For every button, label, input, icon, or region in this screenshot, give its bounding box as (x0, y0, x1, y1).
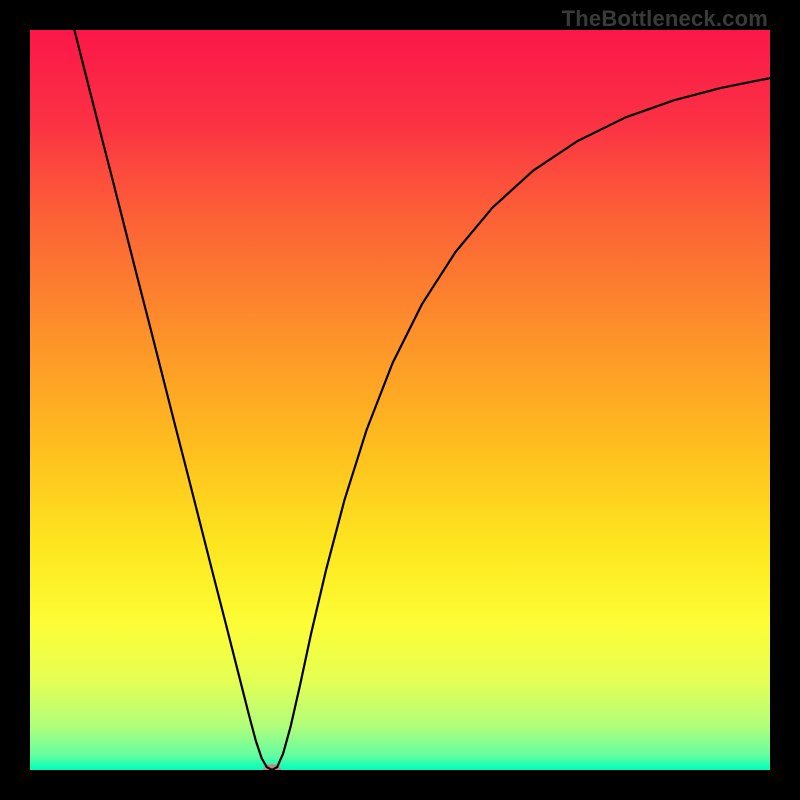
curve-layer (30, 30, 770, 770)
plot-area (30, 30, 770, 770)
figure-frame: TheBottleneck.com (0, 0, 800, 800)
watermark-label: TheBottleneck.com (562, 6, 768, 32)
bottleneck-curve-path (74, 30, 770, 770)
